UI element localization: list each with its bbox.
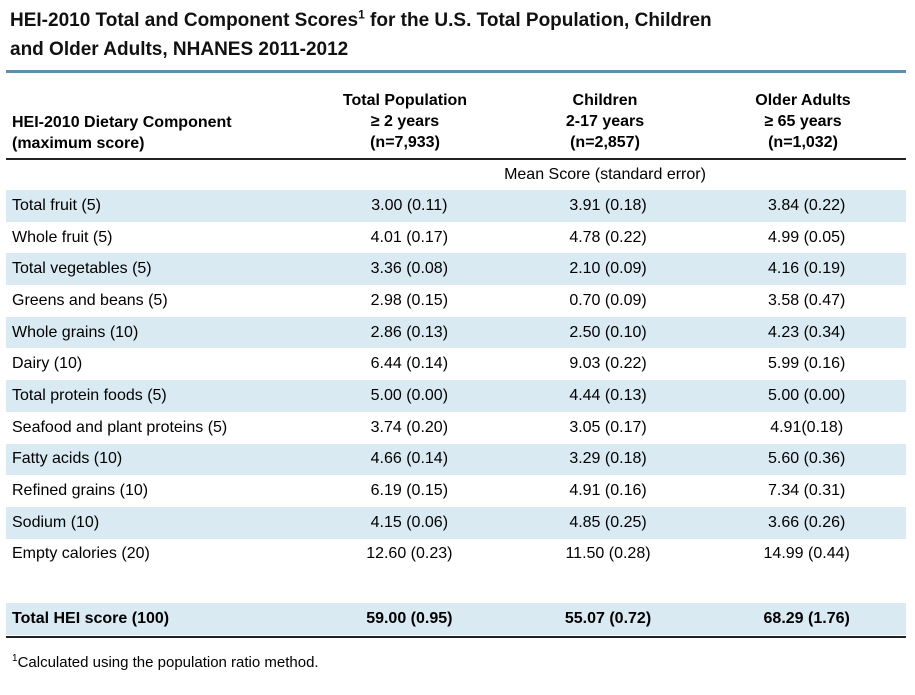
older-adults-cell: 3.58 (0.47) <box>767 291 846 309</box>
title-rest: for the U.S. Total Population, Children <box>364 10 712 31</box>
total-population-cell: 4.66 (0.14) <box>370 450 449 468</box>
subheader-mean-score: Mean Score (standard error) <box>504 166 706 183</box>
footnote: 1Calculated using the population ratio m… <box>12 653 319 672</box>
older-adults-cell: 4.99 (0.05) <box>767 228 846 246</box>
table-row: Total protein foods (5) 5.00 (0.00) 4.44… <box>6 380 906 412</box>
table-row: Dairy (10) 6.44 (0.14) 9.03 (0.22) 5.99 … <box>6 348 906 380</box>
table-row: Refined grains (10) 6.19 (0.15) 4.91 (0.… <box>6 475 906 507</box>
header-children: Children 2-17 years (n=2,857) <box>515 90 695 153</box>
total-hei-row: Total HEI score (100) 59.00 (0.95) 55.07… <box>6 603 906 635</box>
total-population-cell: 59.00 (0.95) <box>366 610 453 627</box>
component-cell: Fatty acids (10) <box>12 450 123 468</box>
title-line2: and Older Adults, NHANES 2011-2012 <box>10 39 349 60</box>
header-rule <box>6 158 906 160</box>
older-adults-cell: 5.00 (0.00) <box>767 386 846 404</box>
older-adults-cell: 14.99 (0.44) <box>763 545 850 563</box>
component-cell: Seafood and plant proteins (5) <box>12 418 228 436</box>
table-row: Sodium (10) 4.15 (0.06) 4.85 (0.25) 3.66… <box>6 506 906 539</box>
component-cell: Empty calories (20) <box>12 545 150 563</box>
table-row: Seafood and plant proteins (5) 3.74 (0.2… <box>6 412 906 444</box>
table-row: Empty calories (20) 12.60 (0.23) 11.50 (… <box>6 539 906 571</box>
older-adults-cell: 4.91(0.18) <box>770 418 844 436</box>
total-population-cell: 12.60 (0.23) <box>366 545 453 563</box>
total-population-cell: 4.01 (0.17) <box>370 228 449 246</box>
table-row: Greens and beans (5) 2.98 (0.15) 0.70 (0… <box>6 285 906 317</box>
component-cell: Total fruit (5) <box>12 196 101 214</box>
children-cell: 9.03 (0.22) <box>569 355 647 373</box>
total-population-cell: 5.00 (0.00) <box>370 386 449 404</box>
title-footnote-marker: 1 <box>358 7 365 22</box>
total-population-cell: 2.86 (0.13) <box>370 323 449 341</box>
children-cell: 2.50 (0.10) <box>569 323 647 341</box>
table-row: Whole grains (10) 2.86 (0.13) 2.50 (0.10… <box>6 316 906 349</box>
children-cell: 3.91 (0.18) <box>569 196 647 214</box>
children-cell: 4.44 (0.13) <box>569 386 647 404</box>
table-title: HEI-2010 Total and Component Scores1 for… <box>10 6 900 64</box>
children-cell: 11.50 (0.28) <box>565 545 651 563</box>
component-cell: Greens and beans (5) <box>12 291 168 309</box>
total-component-cell: Total HEI score (100) <box>12 610 170 627</box>
total-population-cell: 3.74 (0.20) <box>370 418 449 436</box>
component-cell: Dairy (10) <box>12 355 83 373</box>
top-accent-rule <box>6 70 906 73</box>
component-cell: Whole grains (10) <box>12 323 139 341</box>
header-col2-line1: Children <box>572 92 638 109</box>
header-col3-line3: (n=1,032) <box>768 134 838 151</box>
children-cell: 3.05 (0.17) <box>569 418 647 436</box>
children-cell: 4.85 (0.25) <box>569 513 647 531</box>
component-cell: Refined grains (10) <box>12 482 149 500</box>
header-component-line1: HEI-2010 Dietary Component <box>12 114 232 131</box>
title-main: HEI-2010 Total and Component Scores <box>10 10 359 31</box>
children-cell: 3.29 (0.18) <box>569 450 647 468</box>
table-row: Fatty acids (10) 4.66 (0.14) 3.29 (0.18)… <box>6 443 906 476</box>
children-cell: 4.78 (0.22) <box>569 228 647 246</box>
total-population-cell: 4.15 (0.06) <box>370 513 449 531</box>
total-population-cell: 2.98 (0.15) <box>370 291 449 309</box>
children-cell: 2.10 (0.09) <box>569 260 647 278</box>
children-cell: 0.70 (0.09) <box>569 291 647 309</box>
older-adults-cell: 68.29 (1.76) <box>763 610 850 627</box>
total-population-cell: 3.36 (0.08) <box>370 260 449 278</box>
total-population-cell: 3.00 (0.11) <box>371 196 448 214</box>
total-population-cell: 6.19 (0.15) <box>370 482 449 500</box>
table-row: Total vegetables (5) 3.36 (0.08) 2.10 (0… <box>6 253 906 286</box>
older-adults-cell: 3.84 (0.22) <box>767 196 846 214</box>
header-col1-line1: Total Population <box>342 92 468 109</box>
older-adults-cell: 4.16 (0.19) <box>767 260 846 278</box>
table-row: Total fruit (5) 3.00 (0.11) 3.91 (0.18) … <box>6 190 906 222</box>
older-adults-cell: 3.66 (0.26) <box>767 513 846 531</box>
bottom-rule <box>6 636 906 638</box>
header-col3-line2: ≥ 65 years <box>764 113 842 130</box>
component-cell: Total protein foods (5) <box>12 386 167 404</box>
total-population-cell: 6.44 (0.14) <box>370 355 449 373</box>
older-adults-cell: 5.60 (0.36) <box>767 450 846 468</box>
header-col1-line3: (n=7,933) <box>370 134 440 151</box>
header-component-line2: (maximum score) <box>12 135 145 152</box>
header-col2-line2: 2-17 years <box>565 113 645 130</box>
component-cell: Sodium (10) <box>12 513 100 531</box>
older-adults-cell: 4.23 (0.34) <box>767 323 846 341</box>
table-body: Total fruit (5) 3.00 (0.11) 3.91 (0.18) … <box>6 190 906 570</box>
component-cell: Whole fruit (5) <box>12 228 113 246</box>
header-total-population: Total Population ≥ 2 years (n=7,933) <box>315 90 495 153</box>
header-col1-line2: ≥ 2 years <box>370 113 440 130</box>
footnote-text: Calculated using the population ratio me… <box>17 654 319 671</box>
component-cell: Total vegetables (5) <box>12 260 152 278</box>
older-adults-cell: 7.34 (0.31) <box>767 482 846 500</box>
children-cell: 4.91 (0.16) <box>569 482 647 500</box>
header-col3-line1: Older Adults <box>755 92 851 109</box>
footnote-marker: 1 <box>12 653 18 664</box>
header-component: HEI-2010 Dietary Component (maximum scor… <box>12 112 232 154</box>
header-col2-line3: (n=2,857) <box>570 134 640 151</box>
older-adults-cell: 5.99 (0.16) <box>767 355 846 373</box>
table-row: Whole fruit (5) 4.01 (0.17) 4.78 (0.22) … <box>6 222 906 254</box>
header-older-adults: Older Adults ≥ 65 years (n=1,032) <box>713 90 893 153</box>
children-cell: 55.07 (0.72) <box>564 610 652 627</box>
